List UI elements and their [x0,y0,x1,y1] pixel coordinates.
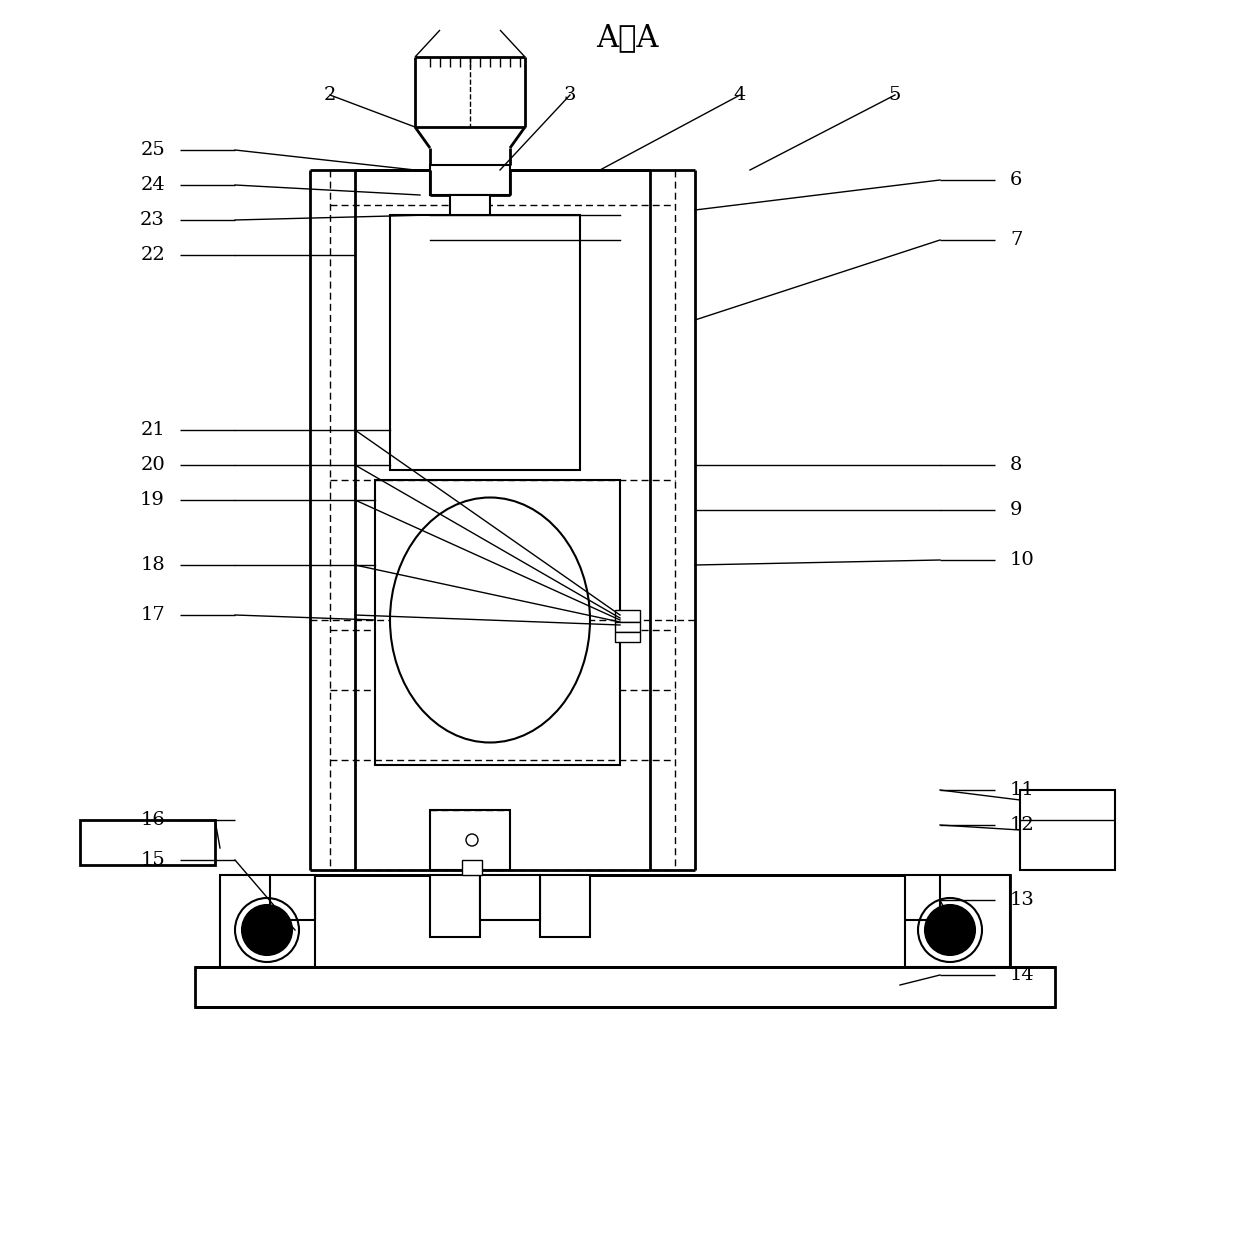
Ellipse shape [390,497,590,742]
Text: 18: 18 [141,556,164,574]
Text: 11: 11 [1010,781,1035,799]
Text: 15: 15 [141,850,164,869]
Bar [479,876,540,920]
Text: 21: 21 [141,421,164,439]
Text: 5: 5 [889,86,901,104]
Text: 23: 23 [141,211,164,229]
Text: 17: 17 [141,606,164,624]
Bar [451,195,489,220]
Bar [905,876,1010,967]
Text: 4: 4 [734,86,747,104]
Bar [430,876,479,937]
Text: 8: 8 [1010,455,1023,474]
Bar [1020,790,1114,871]
Text: 9: 9 [1010,501,1023,520]
Bar [540,876,590,937]
Text: 14: 14 [1010,966,1035,984]
Bar [615,632,640,642]
Text: 16: 16 [141,811,164,829]
Text: 25: 25 [141,141,164,159]
Text: 12: 12 [1010,816,1035,834]
Bar [430,810,510,871]
Text: 6: 6 [1010,171,1023,189]
Text: 7: 7 [1010,231,1023,249]
Bar [220,876,1010,967]
Circle shape [466,834,478,845]
Text: 13: 13 [1010,891,1035,910]
Bar [430,165,510,195]
Bar [615,610,640,621]
Bar [220,876,315,967]
Text: 2: 2 [324,86,336,104]
Bar [80,820,215,866]
Text: 24: 24 [141,176,164,194]
Text: 22: 22 [141,247,164,264]
Bar [462,860,482,876]
Text: 19: 19 [141,491,164,509]
Text: 3: 3 [563,86,576,104]
Text: A∶A: A∶A [596,23,659,54]
Bar [615,621,640,632]
Circle shape [242,905,292,955]
Bar [375,481,620,765]
Text: 20: 20 [141,455,164,474]
Bar [195,967,1055,1006]
Circle shape [925,905,975,955]
Text: 10: 10 [1010,551,1035,569]
Bar [390,215,580,470]
